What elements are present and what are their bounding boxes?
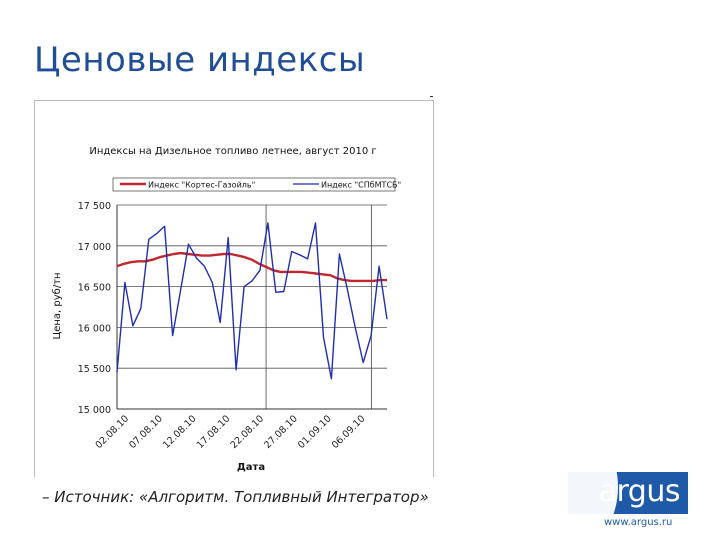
x-tick-label: 06.09.10 xyxy=(330,413,368,451)
logo-swoosh xyxy=(568,472,618,514)
source-note: – Источник: «Алгоритм. Топливный Интегра… xyxy=(42,488,429,506)
frame-corner-mark xyxy=(430,96,433,97)
x-tick-labels: 02.08.1007.08.1012.08.1017.08.1022.08.10… xyxy=(93,413,367,451)
line-chart: Индексы на Дизельное топливо летнее, авг… xyxy=(52,146,401,473)
x-tick-label: 01.09.10 xyxy=(296,413,334,451)
y-tick-label: 16 500 xyxy=(78,283,111,294)
x-tick-label: 17.08.10 xyxy=(195,413,233,451)
legend-label-spbmtsb: Индекс "СПбМТСБ" xyxy=(321,181,401,190)
chart-series xyxy=(116,222,388,380)
y-tick-label: 15 000 xyxy=(78,405,111,416)
logo-box: argus xyxy=(568,472,688,514)
chart-grid xyxy=(117,204,387,410)
x-axis-label: Дата xyxy=(237,462,265,473)
x-tick-label: 12.08.10 xyxy=(161,413,199,451)
y-tick-label: 16 000 xyxy=(78,323,111,334)
legend-label-kortes: Индекс "Кортес-Газойль" xyxy=(148,181,255,190)
logo-url[interactable]: www.argus.ru xyxy=(604,517,673,528)
legend: Индекс "Кортес-Газойль" Индекс "СПбМТСБ" xyxy=(112,177,401,192)
y-tick-labels: 15 000 15 500 16 000 16 500 17 000 17 500 xyxy=(78,201,111,416)
y-tick-label: 17 500 xyxy=(78,201,111,212)
argus-logo[interactable]: argus www.argus.ru xyxy=(568,472,688,530)
chart-axes xyxy=(116,205,387,410)
slide-title: Ценовые индексы xyxy=(34,40,366,80)
chart-title: Индексы на Дизельное топливо летнее, авг… xyxy=(89,146,376,157)
logo-word: argus xyxy=(598,474,681,509)
chart-frame: Индексы на Дизельное топливо летнее, авг… xyxy=(34,100,434,477)
x-tick-label: 02.08.10 xyxy=(93,413,131,451)
series-line-1 xyxy=(116,222,388,380)
series-line-0 xyxy=(116,251,387,283)
y-tick-label: 17 000 xyxy=(78,242,111,253)
x-tick-label: 07.08.10 xyxy=(127,413,165,451)
y-tick-label: 15 500 xyxy=(78,364,111,375)
y-axis-label: Цена, руб/тн xyxy=(52,272,63,339)
x-tick-label: 27.08.10 xyxy=(262,413,300,451)
x-tick-label: 22.08.10 xyxy=(228,413,266,451)
